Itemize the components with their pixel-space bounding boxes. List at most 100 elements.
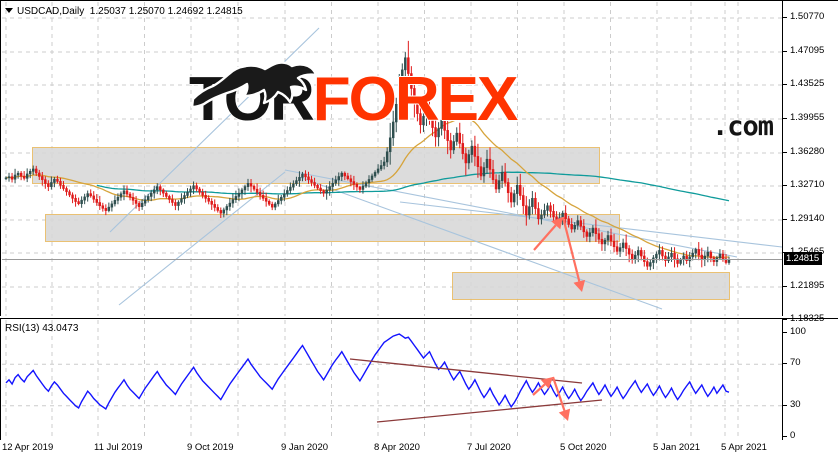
- date-label-7: 5 Jan 2021: [653, 442, 701, 453]
- rsi-tick-1: 70: [783, 357, 801, 369]
- candle-body: [319, 187, 322, 191]
- rsi-forecast-arrows: [532, 376, 571, 421]
- rsi-tick-2: 30: [783, 399, 801, 411]
- date-label-6: 5 Oct 2020: [560, 442, 607, 453]
- candle-body: [304, 173, 307, 178]
- candle-body: [576, 220, 579, 226]
- candle-body: [231, 199, 235, 204]
- triangle-down-icon[interactable]: [5, 7, 13, 13]
- candle-body: [476, 156, 480, 167]
- candle-body: [658, 250, 661, 255]
- rsi-axis-scale[interactable]: 100 70 30 0: [783, 319, 838, 441]
- current-price-tag: 1.24815: [784, 252, 822, 265]
- candle-body: [376, 168, 380, 173]
- candle-body: [497, 180, 501, 190]
- candle-body: [528, 206, 531, 216]
- price-tick-1: 1.47095: [783, 45, 824, 57]
- candle-body: [210, 200, 213, 205]
- candle-body: [183, 195, 186, 200]
- price-forecast-down-head: [573, 279, 586, 292]
- rsi-overlays: [5, 333, 730, 423]
- candle-body: [298, 177, 301, 181]
- rsi-forecast-up-shaft: [532, 383, 546, 396]
- candle-body: [95, 198, 98, 203]
- candle-body: [156, 186, 159, 191]
- rsi-plot-area[interactable]: [2, 320, 782, 440]
- candle-body: [685, 255, 688, 261]
- candle-body: [140, 202, 144, 207]
- rsi-upper-resistance: [349, 358, 583, 384]
- ohlc-values: 1.25037 1.25070 1.24692 1.24815: [89, 6, 243, 17]
- date-label-3: 9 Jan 2020: [281, 442, 329, 453]
- candle-body: [264, 197, 268, 202]
- candle-body: [331, 182, 334, 187]
- price-tick-3: 1.39955: [783, 112, 824, 124]
- candle-body: [277, 200, 280, 205]
- candle-body: [237, 192, 241, 197]
- candle-body: [334, 179, 337, 184]
- candle-body: [292, 183, 295, 188]
- candle-body: [228, 202, 232, 207]
- candle-body: [370, 175, 374, 180]
- candle-body: [149, 192, 153, 197]
- candle-body: [603, 239, 607, 245]
- candle-body: [594, 227, 598, 234]
- candle-body: [125, 190, 129, 195]
- candle-body: [77, 201, 80, 204]
- candle-body: [195, 185, 198, 190]
- candle-body: [391, 121, 395, 139]
- candle-body: [410, 73, 413, 89]
- candle-body: [673, 252, 676, 260]
- candle-body: [627, 248, 631, 255]
- candle-body: [428, 106, 431, 118]
- rsi-indicator-panel[interactable]: 100 70 30 0 RSI(13) 43.0473: [0, 318, 838, 441]
- candle-body: [612, 240, 616, 247]
- candle-body: [74, 197, 77, 202]
- candle-body: [162, 189, 165, 194]
- candle-body: [621, 242, 625, 248]
- candle-body: [446, 130, 449, 141]
- candle-body: [47, 183, 50, 187]
- rsi-grid: [2, 320, 782, 440]
- candle-body: [655, 253, 658, 259]
- candle-body: [44, 179, 47, 184]
- date-axis[interactable]: 12 Apr 2019 11 Jul 2019 9 Oct 2019 9 Jan 20…: [0, 441, 838, 458]
- candle-body: [50, 182, 53, 187]
- candle-body: [582, 225, 586, 233]
- candle-body: [340, 172, 344, 177]
- candle-body: [434, 127, 437, 138]
- candle-body: [25, 173, 29, 179]
- candle-body: [640, 250, 643, 257]
- candle-body: [122, 190, 126, 195]
- candle-body: [270, 203, 274, 208]
- candle-body: [286, 190, 289, 195]
- symbol-header: USDCAD,Daily 1.25037 1.25070 1.24692 1.2…: [5, 6, 243, 17]
- candle-body: [588, 232, 592, 237]
- candle-body: [301, 173, 304, 178]
- candle-body: [637, 250, 640, 256]
- price-scale-separator: [782, 1, 783, 316]
- price-axis-scale[interactable]: 1.50770 1.47095 1.43525 1.39955 1.36280 1.327…: [783, 1, 838, 324]
- candle-body: [38, 172, 41, 177]
- candle-body: [107, 206, 111, 211]
- trendlines: [109, 27, 782, 310]
- candle-body: [506, 182, 510, 194]
- candle-body: [240, 189, 244, 194]
- candle-body: [80, 199, 83, 204]
- candle-body: [313, 182, 316, 186]
- rsi-tick-0: 100: [783, 326, 806, 338]
- candle-body: [633, 254, 637, 260]
- candle-body: [724, 258, 728, 263]
- candle-body: [56, 178, 59, 182]
- candle-body: [53, 178, 56, 183]
- candle-body: [597, 233, 601, 240]
- price-tick-0: 1.50770: [783, 11, 824, 23]
- candle-body: [180, 198, 183, 203]
- candle-body: [128, 193, 132, 198]
- candle-body: [470, 145, 474, 155]
- price-chart-panel[interactable]: 1.50770 1.47095 1.43525 1.39955 1.36280 1.327…: [0, 0, 838, 324]
- candle-body: [522, 195, 525, 207]
- candle-body: [440, 119, 443, 129]
- price-plot-area[interactable]: [2, 2, 782, 316]
- candle-body: [643, 255, 646, 262]
